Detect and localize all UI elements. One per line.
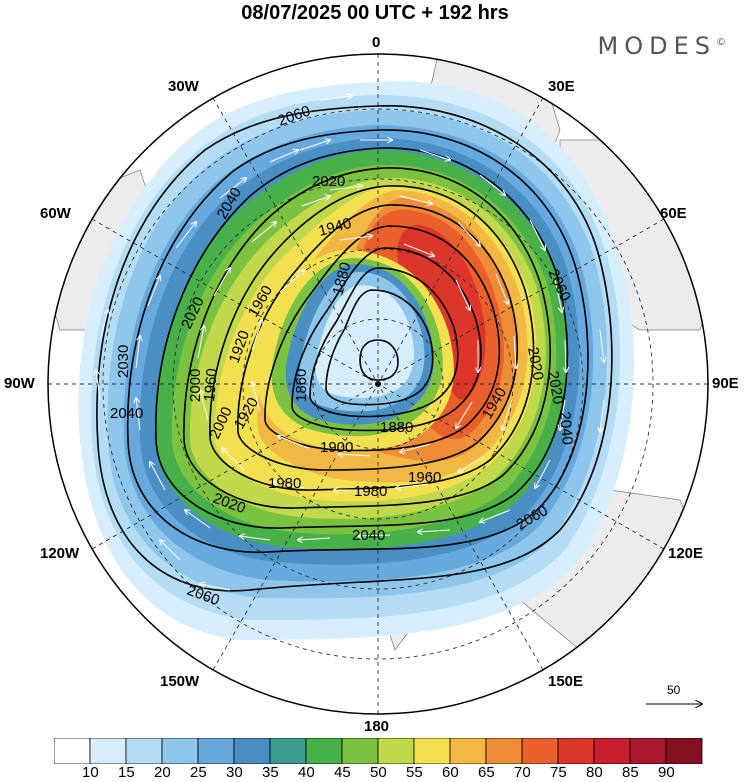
colorbar-swatch bbox=[54, 738, 91, 764]
colorbar-label: 50 bbox=[370, 764, 387, 781]
contour-label: 2040 bbox=[556, 411, 576, 446]
colorbar-label: 55 bbox=[406, 764, 423, 781]
contour-1860 bbox=[359, 339, 399, 381]
colorbar-swatch bbox=[377, 738, 415, 764]
contour-label: 1900 bbox=[320, 439, 353, 456]
lon-label-90w: 90W bbox=[4, 375, 35, 392]
modes-logo: MODES© bbox=[598, 32, 726, 60]
contour-2040 bbox=[126, 129, 589, 554]
contour-1980 bbox=[209, 185, 535, 491]
colorbar-swatch bbox=[413, 738, 451, 764]
contour-label: 1960 bbox=[201, 368, 221, 403]
wind-vectors bbox=[96, 96, 604, 591]
colorbar-label: 80 bbox=[586, 764, 603, 781]
colorbar-label: 25 bbox=[190, 764, 207, 781]
lon-label-90e: 90E bbox=[712, 375, 739, 392]
contour-2000 bbox=[183, 167, 551, 509]
colorbar-label: 40 bbox=[298, 764, 315, 781]
colorbar-swatch bbox=[197, 738, 235, 764]
colorbar-label: 90 bbox=[658, 764, 675, 781]
colorbar-swatch bbox=[557, 738, 595, 764]
contour-label: 1880 bbox=[380, 419, 413, 436]
colorbar-swatch bbox=[89, 738, 127, 764]
contour-label: 2020 bbox=[312, 173, 345, 190]
colorbar-swatch bbox=[233, 738, 271, 764]
map-boundary bbox=[47, 53, 709, 715]
contour-1920 bbox=[291, 247, 482, 432]
band-75 bbox=[397, 224, 486, 400]
contour-label: 2020 bbox=[524, 346, 547, 382]
colorbar-swatch bbox=[341, 738, 379, 764]
colorbar-swatch bbox=[521, 738, 559, 764]
lon-label-60e: 60E bbox=[660, 205, 687, 222]
brand-text: MODES bbox=[597, 32, 716, 60]
contour-label: 1980 bbox=[354, 483, 387, 500]
colorbar-label: 60 bbox=[442, 764, 459, 781]
colorbar-swatch bbox=[269, 738, 307, 764]
contour-label: 2020 bbox=[544, 370, 567, 406]
colorbar-label: 85 bbox=[622, 764, 639, 781]
colorbar-label: 20 bbox=[154, 764, 171, 781]
colorbar-swatch bbox=[629, 738, 667, 764]
contour-label: 2040 bbox=[352, 527, 385, 544]
colorbar-swatch bbox=[593, 738, 631, 764]
colorbar-swatch bbox=[305, 738, 343, 764]
lon-label-150w: 150W bbox=[160, 673, 200, 690]
colorbar-label: 75 bbox=[550, 764, 567, 781]
colorbar-swatch bbox=[449, 738, 487, 764]
contour-1940 bbox=[264, 225, 501, 452]
contour-label: 1980 bbox=[268, 475, 301, 492]
contour-label: 2000 bbox=[187, 369, 204, 402]
colorbar-swatch bbox=[161, 738, 199, 764]
colorbar-label: 15 bbox=[118, 764, 135, 781]
north-pole-marker bbox=[375, 381, 381, 387]
contour-label: 1960 bbox=[408, 469, 441, 486]
colorbar-swatch bbox=[665, 738, 703, 764]
brand-copyright: © bbox=[716, 37, 726, 48]
lon-label-120e: 120E bbox=[668, 545, 704, 562]
map-title: 08/07/2025 00 UTC + 192 hrs bbox=[241, 2, 509, 24]
colorbar-label: 70 bbox=[514, 764, 531, 781]
lon-label-180: 180 bbox=[364, 718, 390, 735]
lon-label-30e: 30E bbox=[548, 78, 575, 95]
contour-label: 1860 bbox=[293, 369, 310, 402]
colorbar bbox=[54, 738, 703, 764]
contour-1900 bbox=[309, 267, 459, 418]
contour-2060 bbox=[96, 105, 613, 592]
colorbar-label: 30 bbox=[226, 764, 243, 781]
colorbar-label: 35 bbox=[262, 764, 279, 781]
reference-vector-value: 50 bbox=[667, 683, 681, 697]
contour-1880 bbox=[325, 289, 434, 406]
contour-label: 2030 bbox=[115, 345, 132, 378]
contour-1960 bbox=[237, 204, 519, 471]
lon-label-0: 0 bbox=[372, 34, 381, 51]
colorbar-label: 65 bbox=[478, 764, 495, 781]
lon-label-150e: 150E bbox=[548, 673, 584, 690]
lon-label-60w: 60W bbox=[40, 205, 71, 222]
contour-label: 2040 bbox=[110, 405, 143, 422]
colorbar-label: 10 bbox=[82, 764, 99, 781]
colorbar-swatch bbox=[125, 738, 163, 764]
colorbar-swatch bbox=[485, 738, 523, 764]
height-contours bbox=[96, 105, 613, 592]
lon-label-120w: 120W bbox=[40, 545, 80, 562]
colorbar-label: 45 bbox=[334, 764, 351, 781]
contour-2020 bbox=[155, 147, 569, 529]
lon-label-30w: 30W bbox=[168, 78, 199, 95]
